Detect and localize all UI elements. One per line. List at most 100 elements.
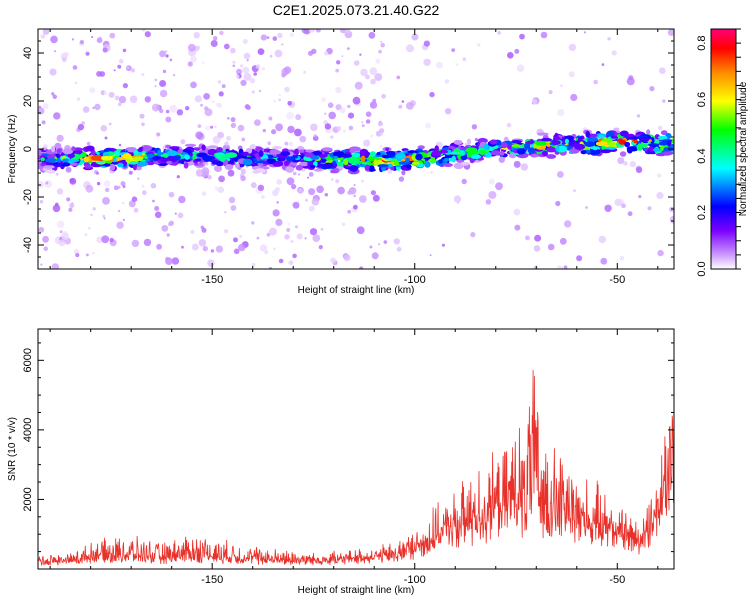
noise-speckle bbox=[171, 257, 180, 265]
noise-speckle bbox=[359, 53, 362, 56]
ridge-cell bbox=[40, 157, 45, 161]
ridge-cell bbox=[83, 156, 90, 163]
noise-speckle bbox=[49, 68, 57, 76]
noise-speckle bbox=[246, 59, 249, 62]
ridge-cell bbox=[373, 159, 378, 166]
ridge-cell bbox=[102, 151, 110, 158]
noise-speckle bbox=[204, 161, 209, 166]
noise-speckle bbox=[370, 190, 376, 196]
ridge-cell bbox=[110, 163, 116, 171]
ridge-cell bbox=[636, 144, 643, 151]
noise-speckle bbox=[398, 104, 403, 109]
noise-speckle bbox=[497, 31, 502, 35]
noise-speckle bbox=[114, 95, 120, 101]
noise-speckle bbox=[371, 252, 379, 260]
ridge-cell bbox=[293, 148, 300, 156]
noise-speckle bbox=[363, 139, 371, 147]
noise-speckle bbox=[555, 200, 561, 207]
noise-speckle bbox=[230, 205, 237, 211]
ridge-cell bbox=[434, 145, 439, 153]
noise-speckle bbox=[52, 94, 57, 100]
ridge-cell bbox=[555, 145, 560, 152]
ridge-cell bbox=[348, 157, 360, 165]
noise-speckle bbox=[251, 221, 255, 225]
noise-speckle bbox=[353, 204, 358, 210]
noise-speckle bbox=[601, 63, 605, 66]
ridge-cell bbox=[45, 158, 57, 163]
noise-speckle bbox=[316, 185, 324, 194]
noise-speckle bbox=[142, 29, 146, 32]
noise-speckle bbox=[525, 235, 530, 241]
colorbar-tick-label: 0.0 bbox=[696, 261, 708, 276]
snr-ticks: -150 -100 -50 2000 4000 6000 bbox=[22, 329, 674, 586]
noise-speckle bbox=[179, 163, 183, 167]
noise-speckle bbox=[470, 232, 476, 238]
noise-speckle bbox=[429, 91, 435, 98]
noise-speckle bbox=[108, 122, 112, 126]
noise-speckle bbox=[657, 125, 663, 131]
noise-speckle bbox=[96, 37, 103, 44]
noise-speckle bbox=[287, 223, 290, 226]
noise-speckle bbox=[156, 243, 163, 250]
ridge-cell bbox=[385, 147, 390, 151]
ridge-cell bbox=[128, 161, 138, 165]
ridge-cell bbox=[184, 154, 190, 160]
noise-speckle bbox=[200, 225, 205, 230]
ridge-cell bbox=[117, 162, 124, 168]
noise-speckle bbox=[53, 50, 57, 53]
noise-speckle bbox=[168, 191, 175, 198]
noise-speckle bbox=[287, 125, 295, 134]
noise-speckle bbox=[383, 240, 388, 244]
noise-speckle bbox=[548, 90, 553, 95]
spectrogram-ylabel: Frequency (Hz) bbox=[7, 115, 18, 184]
ridge-cell bbox=[123, 153, 132, 158]
ridge-cell bbox=[343, 159, 349, 166]
noise-speckle bbox=[232, 60, 236, 64]
noise-speckle bbox=[423, 40, 430, 47]
noise-speckle bbox=[444, 108, 452, 115]
noise-speckle bbox=[347, 190, 352, 195]
noise-speckle bbox=[513, 160, 521, 168]
noise-speckle bbox=[42, 29, 50, 35]
ridge-cell bbox=[546, 146, 557, 153]
noise-speckle bbox=[474, 138, 478, 142]
noise-speckle bbox=[341, 222, 346, 227]
noise-speckle bbox=[137, 177, 140, 180]
noise-speckle bbox=[257, 48, 265, 55]
noise-speckle bbox=[398, 176, 405, 182]
noise-speckle bbox=[143, 238, 152, 247]
ridge-cell bbox=[627, 147, 633, 154]
noise-speckle bbox=[128, 170, 133, 175]
noise-speckle bbox=[286, 228, 291, 232]
ridge-cell bbox=[503, 136, 509, 142]
ridge-cell bbox=[628, 136, 640, 140]
ridge-cell bbox=[453, 139, 463, 145]
noise-speckle bbox=[104, 136, 108, 140]
noise-speckle bbox=[288, 141, 293, 147]
noise-speckle bbox=[462, 57, 466, 61]
ridge-cell bbox=[405, 164, 412, 169]
noise-speckle bbox=[250, 182, 257, 189]
ridge-cell bbox=[237, 167, 242, 170]
snr-panel: -150 -100 -50 2000 4000 6000 Height of straig… bbox=[7, 328, 675, 596]
noise-speckle bbox=[190, 55, 197, 63]
noise-speckle bbox=[396, 246, 402, 252]
ridge-cell bbox=[85, 145, 95, 152]
noise-speckle bbox=[576, 255, 583, 262]
noise-speckle bbox=[96, 71, 102, 77]
noise-speckle bbox=[159, 89, 168, 98]
noise-speckle bbox=[290, 240, 294, 243]
noise-speckle bbox=[79, 40, 84, 45]
noise-speckle bbox=[425, 122, 431, 129]
ridge-cell bbox=[51, 145, 56, 153]
noise-speckle bbox=[301, 29, 310, 34]
noise-speckle bbox=[202, 61, 205, 64]
noise-speckle bbox=[151, 103, 160, 112]
noise-speckle bbox=[102, 197, 110, 205]
ridge-cell bbox=[310, 164, 316, 169]
ridge-cell bbox=[38, 149, 42, 156]
noise-speckle bbox=[295, 114, 302, 121]
noise-speckle bbox=[205, 125, 210, 131]
noise-speckle bbox=[74, 81, 78, 85]
ridge-cell bbox=[386, 163, 393, 168]
